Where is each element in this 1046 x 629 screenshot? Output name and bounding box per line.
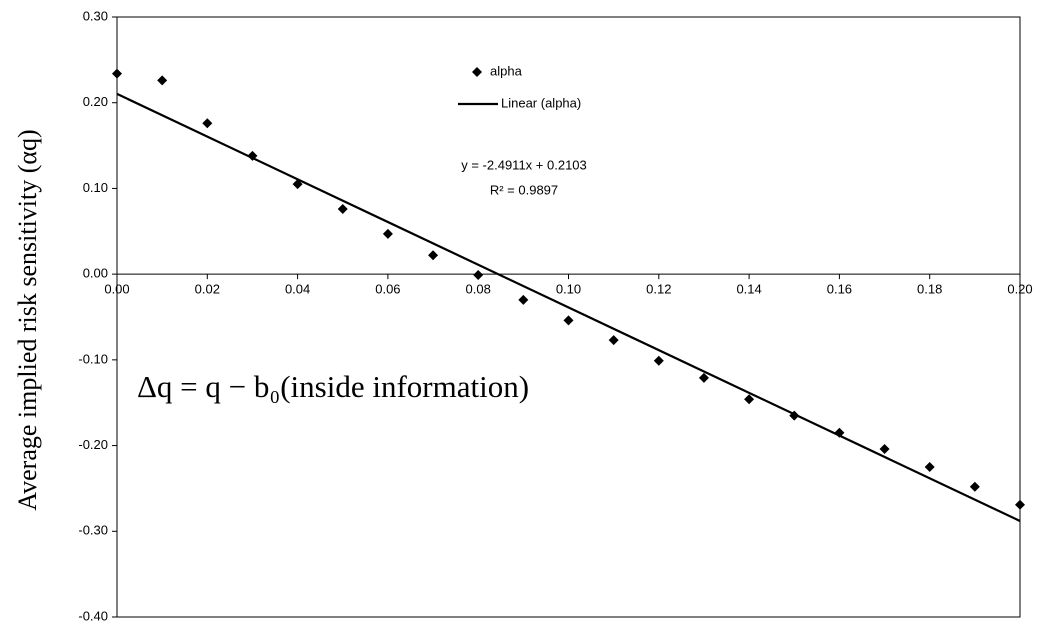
y-tick-label: 0.00 — [83, 266, 108, 281]
legend-label: Linear (alpha) — [501, 95, 581, 110]
data-point — [157, 75, 168, 86]
r-squared: R² = 0.9897 — [490, 182, 558, 197]
data-point — [382, 228, 393, 239]
data-point — [202, 118, 213, 129]
x-tick-label: 0.18 — [917, 282, 942, 297]
x-tick-label: 0.12 — [646, 282, 671, 297]
y-tick-label: -0.30 — [78, 523, 108, 538]
x-tick-label: 0.16 — [827, 282, 852, 297]
annotation: Δq = q − b₀(inside information) — [137, 369, 529, 404]
y-tick-label: -0.10 — [78, 351, 108, 366]
y-tick-label: 0.30 — [83, 8, 108, 23]
plot-frame — [116, 16, 1021, 618]
legend-label: alpha — [490, 63, 523, 78]
legend-swatch — [472, 67, 482, 77]
data-point — [563, 315, 574, 326]
data-point — [608, 335, 619, 346]
data-point — [428, 250, 439, 261]
y-axis-label: Average implied risk sensitivity (αq) — [13, 129, 42, 510]
data-point — [744, 394, 755, 405]
x-tick-label: 0.08 — [466, 282, 491, 297]
trend-equation: y = -2.4911x + 0.2103 — [461, 157, 587, 172]
data-point — [969, 481, 980, 492]
data-point — [112, 68, 122, 79]
x-tick-label: 0.20 — [1007, 282, 1032, 297]
data-point — [698, 372, 709, 383]
data-point — [879, 444, 890, 454]
x-tick-label: 0.14 — [736, 282, 761, 297]
y-tick-label: -0.20 — [78, 437, 108, 452]
trend-line — [116, 92, 1021, 522]
data-point — [337, 204, 348, 214]
x-tick-label: 0.10 — [556, 282, 581, 297]
data-point — [518, 294, 529, 305]
data-point — [653, 355, 664, 366]
data-point — [924, 462, 935, 472]
y-tick-label: 0.10 — [83, 180, 108, 195]
y-tick-label: 0.20 — [83, 94, 108, 109]
data-point — [1015, 499, 1025, 510]
x-tick-label: 0.04 — [285, 282, 310, 297]
x-tick-label: 0.02 — [195, 282, 220, 297]
x-tick-label: 0.00 — [104, 282, 129, 297]
data-point — [247, 150, 258, 161]
x-tick-label: 0.06 — [375, 282, 400, 297]
data-point — [473, 270, 484, 280]
y-tick-label: -0.40 — [78, 608, 108, 623]
